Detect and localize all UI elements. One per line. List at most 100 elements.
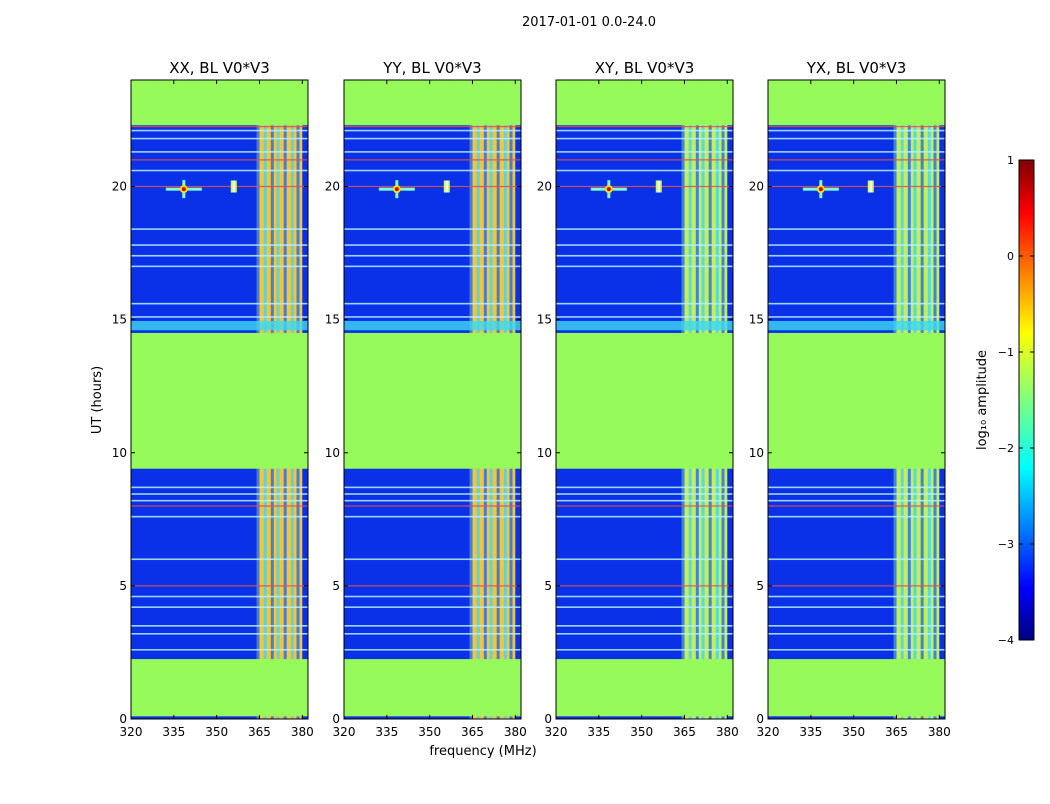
panel-image — [131, 80, 308, 719]
time-line — [131, 302, 308, 305]
source-core — [445, 180, 448, 193]
panel-frame — [130, 79, 309, 720]
red-line — [344, 185, 521, 188]
red-line — [344, 125, 521, 128]
flagged-region — [131, 332, 308, 469]
red-line — [131, 159, 308, 161]
x-tick-label: 380 — [291, 725, 314, 739]
x-tick-label: 335 — [799, 725, 822, 739]
colorbar-ticks: 1 0 −1 −2 −3 −4 — [998, 154, 1034, 647]
rfi-source — [165, 180, 202, 199]
time-line — [768, 625, 945, 627]
time-line — [131, 606, 308, 608]
time-line — [131, 137, 308, 140]
red-line — [131, 125, 308, 128]
panel-xx: XX, BL V0*V3 320 335 350 365 380 0 5 10 15 20 — [112, 59, 314, 739]
panel-yx: YX, BL V0*V3 320 335 350 365 380 0 5 10 15 20 — [749, 59, 951, 739]
time-line — [131, 265, 308, 268]
time-line — [344, 499, 521, 502]
flagged-region — [556, 80, 733, 126]
time-line — [131, 151, 308, 153]
time-line — [131, 254, 308, 257]
panel-yy: YY, BL V0*V3 320 335 350 365 380 0 5 10 15 20 — [325, 59, 527, 739]
colorbar-tick-label: −4 — [998, 634, 1014, 647]
time-line — [344, 169, 521, 172]
rfi-source — [230, 180, 237, 193]
colorbar-gradient — [1018, 159, 1035, 641]
red-line — [768, 185, 945, 188]
time-line — [344, 254, 521, 257]
y-tick-label: 20 — [325, 180, 340, 194]
panel-frame — [555, 79, 734, 720]
x-tick-label: 320 — [757, 725, 780, 739]
time-line — [131, 169, 308, 172]
panel-frame — [767, 79, 946, 720]
red-line — [768, 125, 945, 128]
time-line — [344, 316, 521, 318]
panel-xy: XY, BL V0*V3 320 335 350 365 380 0 5 10 15 20 — [537, 59, 739, 739]
time-line — [344, 595, 521, 598]
x-tick-label: 335 — [375, 725, 398, 739]
y-tick-label: 5 — [332, 579, 340, 593]
red-line — [556, 585, 733, 587]
x-tick-label: 350 — [630, 725, 653, 739]
cyan-block — [768, 320, 945, 331]
source-core — [657, 180, 660, 193]
red-line — [131, 505, 308, 507]
flagged-region — [556, 659, 733, 717]
red-line — [344, 585, 521, 587]
time-line — [131, 558, 308, 561]
time-line — [556, 151, 733, 153]
time-line — [344, 625, 521, 627]
x-tick-label: 350 — [418, 725, 441, 739]
y-tick-label: 20 — [537, 180, 552, 194]
y-tick-label: 10 — [537, 446, 552, 460]
y-tick-label: 5 — [119, 579, 127, 593]
time-line — [768, 302, 945, 305]
y-tick-label: 20 — [749, 180, 764, 194]
time-line — [131, 499, 308, 502]
panel-image — [768, 80, 945, 719]
time-line — [131, 228, 308, 230]
time-line — [344, 486, 521, 489]
flagged-region — [344, 659, 521, 717]
flagged-region — [344, 80, 521, 126]
time-line — [344, 228, 521, 230]
x-tick-label: 365 — [248, 725, 271, 739]
x-tick-label: 320 — [545, 725, 568, 739]
rfi-source — [802, 180, 839, 199]
panel-frame — [343, 79, 522, 720]
time-line — [131, 244, 308, 246]
colorbar-tick-label: −2 — [998, 442, 1014, 455]
x-tick-label: 380 — [928, 725, 951, 739]
x-tick-label: 320 — [120, 725, 143, 739]
x-axis-label: frequency (MHz) — [429, 744, 536, 759]
time-line — [768, 137, 945, 140]
time-line — [131, 486, 308, 489]
time-line — [556, 169, 733, 172]
colorbar-tick-label: −1 — [998, 346, 1014, 359]
time-line — [344, 265, 521, 268]
time-line — [344, 606, 521, 608]
time-line — [131, 633, 308, 635]
red-line — [131, 185, 308, 188]
time-line — [556, 606, 733, 608]
rfi-source — [378, 180, 415, 199]
rfi-source — [655, 180, 662, 193]
time-line — [768, 244, 945, 246]
time-line — [768, 254, 945, 257]
y-tick-label: 15 — [112, 313, 127, 327]
source-core — [869, 180, 872, 193]
time-line — [344, 302, 521, 305]
time-line — [556, 595, 733, 598]
x-tick-label: 365 — [673, 725, 696, 739]
y-tick-label: 15 — [537, 313, 552, 327]
time-line — [768, 499, 945, 502]
y-tick-label: 20 — [112, 180, 127, 194]
time-line — [768, 648, 945, 651]
figure-title: 2017-01-01 0.0-24.0 — [522, 15, 656, 30]
y-tick-label: 0 — [544, 712, 552, 726]
rfi-source — [590, 180, 627, 199]
